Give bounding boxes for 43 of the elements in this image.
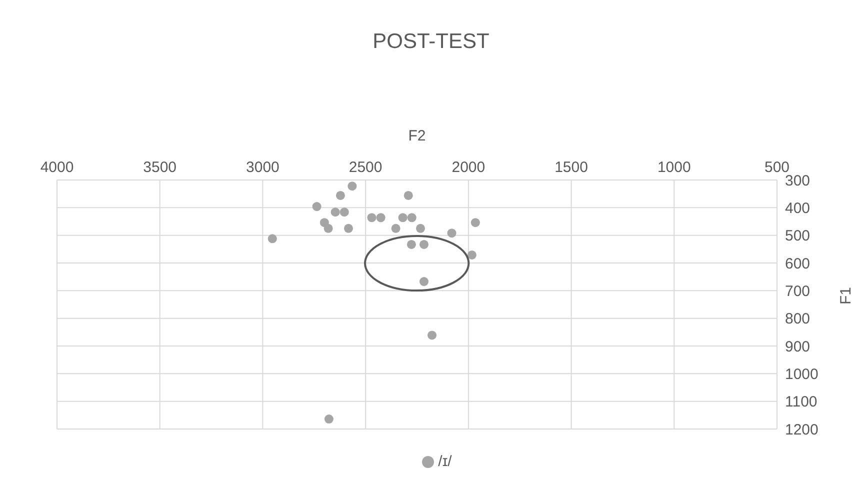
y-tick-label: 500 <box>785 228 810 245</box>
y-tick-label: 600 <box>785 255 810 272</box>
y-tick-label: 400 <box>785 200 810 217</box>
point <box>419 277 429 286</box>
point <box>447 228 456 238</box>
y-tick-label: 1000 <box>785 366 818 383</box>
legend-label: /ɪ/ <box>438 453 452 470</box>
point <box>330 208 340 217</box>
chart-title: POST-TEST <box>372 30 490 54</box>
y-tick-label: 900 <box>785 338 810 356</box>
x-tick-label: 2000 <box>452 159 486 176</box>
y-tick-label: 1100 <box>785 394 818 411</box>
x-tick-label: 3000 <box>246 159 280 176</box>
x-axis-title: F2 <box>408 128 426 145</box>
x-tick-label: 4000 <box>40 159 74 176</box>
x-tick-label: 1500 <box>554 159 588 176</box>
point <box>336 190 345 200</box>
x-tick-label: 3500 <box>143 159 177 176</box>
point <box>268 234 277 244</box>
point <box>391 224 400 233</box>
y-tick-label: 1200 <box>785 421 818 438</box>
point <box>467 250 476 260</box>
y-tick-label: 700 <box>785 282 810 300</box>
point <box>340 208 349 217</box>
point <box>407 213 416 222</box>
point <box>324 414 334 424</box>
point <box>344 224 354 233</box>
point <box>324 224 333 233</box>
point <box>419 240 429 249</box>
point <box>376 213 386 222</box>
point <box>367 213 376 222</box>
point <box>416 224 426 233</box>
x-tick-label: 2500 <box>348 159 382 176</box>
y-axis-title: F1 <box>837 286 854 304</box>
point <box>404 190 413 200</box>
y-tick-label: 800 <box>785 310 810 328</box>
point <box>312 202 322 212</box>
point <box>470 218 480 228</box>
x-tick-label: 1000 <box>657 159 691 176</box>
point <box>398 213 408 222</box>
point <box>348 182 357 191</box>
point <box>406 240 416 249</box>
point <box>428 330 437 340</box>
